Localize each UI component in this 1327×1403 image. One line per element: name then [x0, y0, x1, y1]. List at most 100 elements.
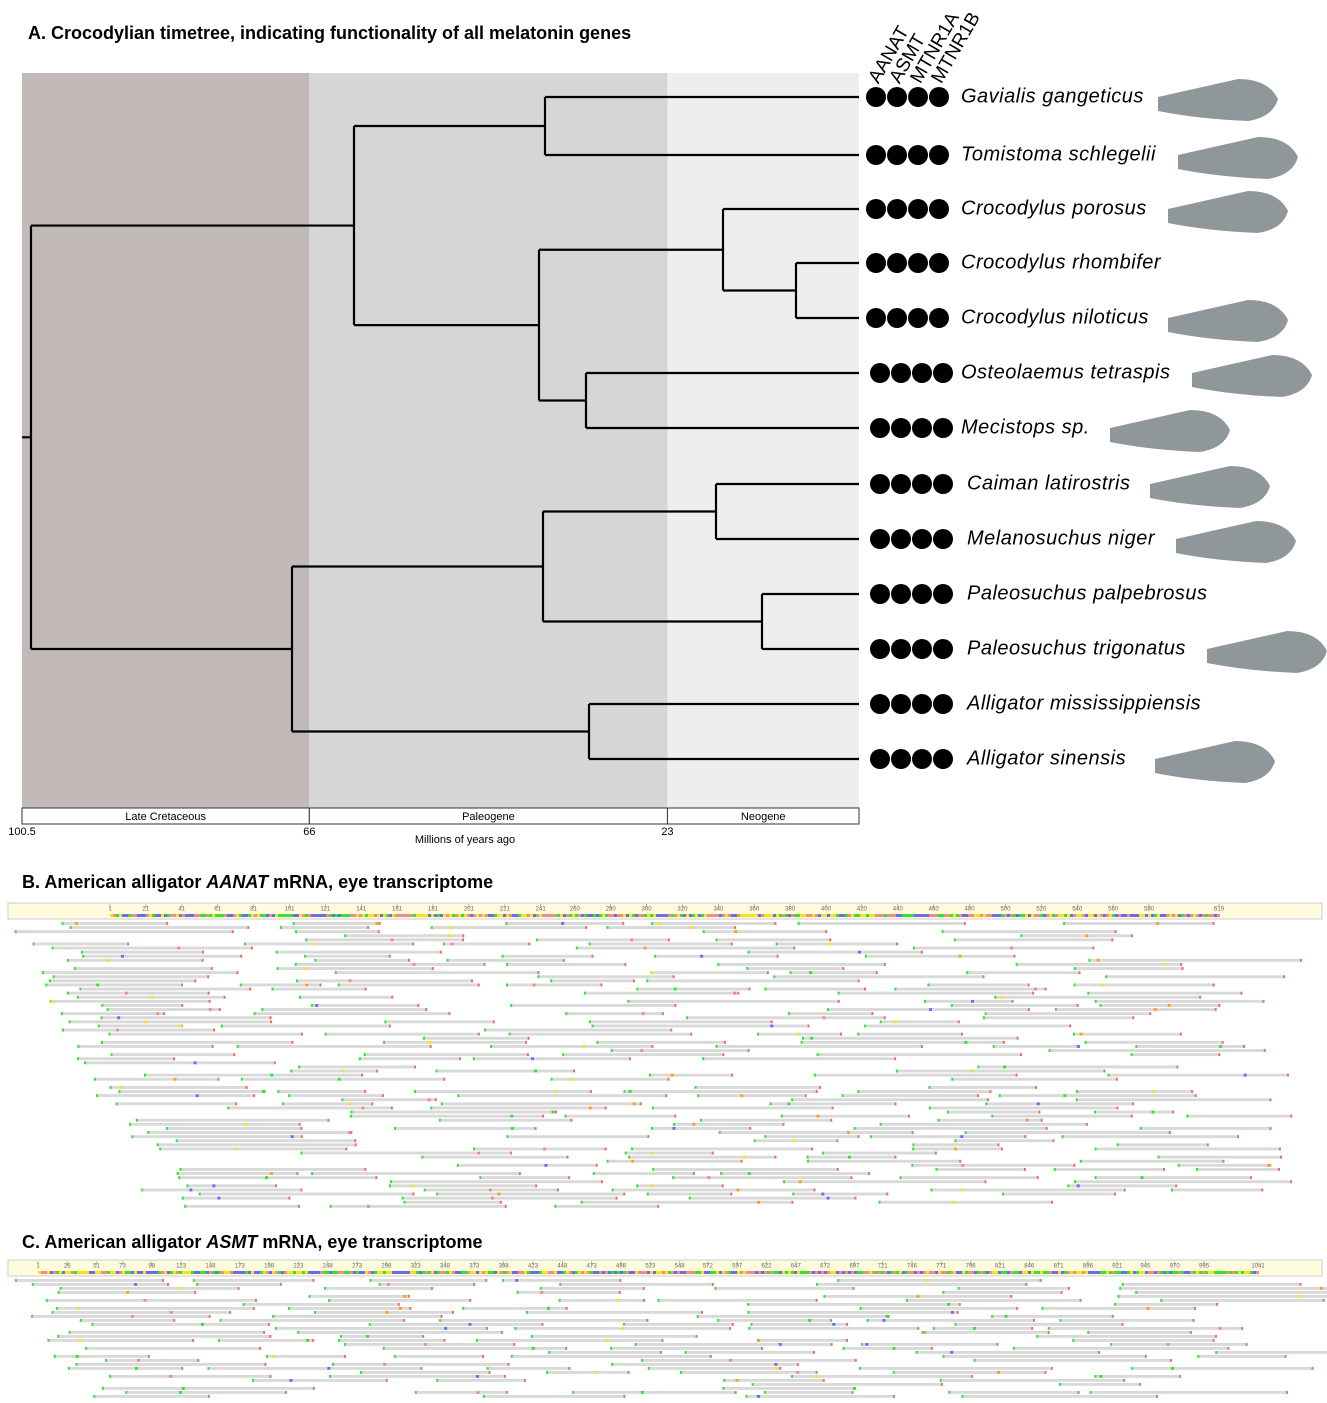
mismatch — [643, 946, 647, 950]
read — [696, 1315, 890, 1318]
sequence-base — [413, 914, 416, 917]
sequence-base — [185, 914, 188, 917]
read — [77, 1045, 214, 1048]
sequence-base — [1196, 914, 1199, 917]
read-end — [842, 967, 845, 970]
read-end — [619, 1279, 622, 1282]
sequence-base — [593, 914, 596, 917]
read — [308, 1295, 410, 1298]
read — [359, 1371, 491, 1374]
sequence-base — [923, 1271, 926, 1274]
sequence-base — [149, 914, 152, 917]
read — [636, 1184, 724, 1188]
sequence-base — [314, 1271, 317, 1274]
panel-a-title: A. Crocodylian timetree, indicating func… — [28, 23, 631, 43]
sequence-base — [1253, 1271, 1256, 1274]
read-start — [1131, 1367, 1134, 1370]
read-start — [1073, 967, 1076, 970]
read — [383, 1040, 528, 1044]
read-end — [1045, 1127, 1048, 1130]
read-end — [1038, 1110, 1041, 1114]
ruler-tick-label: 520 — [1036, 907, 1047, 913]
mismatch — [1085, 934, 1089, 938]
read-end — [1194, 1094, 1197, 1098]
ruler-tick-label: 41 — [178, 907, 185, 913]
sequence-base — [146, 914, 149, 917]
read — [991, 1114, 1133, 1118]
read-end — [240, 954, 243, 958]
read-start — [813, 1073, 816, 1077]
sequence-base — [761, 1271, 764, 1274]
mismatch — [106, 958, 110, 962]
read-end — [267, 1323, 270, 1326]
read — [950, 1004, 1079, 1007]
read-start — [1116, 1143, 1119, 1147]
read — [271, 987, 367, 991]
sequence-base — [1187, 914, 1190, 917]
read-end — [312, 1339, 315, 1342]
sequence-base — [1094, 914, 1097, 917]
read-start — [526, 1311, 529, 1314]
sequence-base — [1013, 914, 1016, 917]
read-end — [1168, 1131, 1171, 1134]
mismatch — [826, 1196, 830, 1200]
species-name: Paleosuchus trigonatus — [967, 637, 1186, 659]
read-end — [863, 987, 866, 991]
read-start — [328, 1299, 331, 1302]
sequence-base — [188, 1271, 191, 1274]
read-start — [344, 934, 347, 938]
sequence-base — [533, 1271, 536, 1274]
mismatch — [670, 1073, 674, 1077]
sequence-base — [743, 1271, 746, 1274]
read — [858, 1367, 1053, 1370]
sequence-base — [554, 1271, 557, 1274]
sequence-base — [602, 914, 605, 917]
sequence-base — [1067, 1271, 1070, 1274]
sequence-base — [335, 1271, 338, 1274]
sequence-base — [713, 914, 716, 917]
sequence-base — [368, 914, 371, 917]
read — [68, 1331, 266, 1334]
read — [764, 1135, 860, 1139]
read-start — [950, 1004, 953, 1007]
read-end — [1284, 1355, 1287, 1358]
read-start — [550, 1077, 553, 1081]
read — [93, 1395, 210, 1398]
mismatch — [1101, 983, 1105, 987]
read-start — [837, 991, 840, 995]
read — [1215, 1351, 1327, 1354]
sequence-base — [308, 914, 311, 917]
read — [296, 979, 473, 983]
sequence-base — [941, 914, 944, 917]
sequence-base — [650, 914, 653, 917]
sequence-base — [152, 1271, 155, 1274]
gene-dot — [933, 749, 953, 769]
read-start — [349, 1114, 352, 1118]
read-end — [1010, 1295, 1013, 1298]
read-end — [541, 1323, 544, 1326]
sequence-base — [827, 1271, 830, 1274]
read-end — [194, 979, 197, 983]
read-start — [588, 942, 591, 946]
read — [1094, 999, 1265, 1003]
read-end — [505, 1391, 508, 1394]
mismatch — [177, 946, 181, 950]
read-end — [822, 1379, 825, 1382]
species-name: Mecistops sp. — [961, 416, 1090, 438]
sequence-base — [518, 914, 521, 917]
mismatch — [1146, 1307, 1150, 1310]
read-start — [853, 1127, 856, 1130]
sequence-base — [401, 914, 404, 917]
sequence-base — [476, 1271, 479, 1274]
read-end — [615, 1196, 618, 1200]
sequence-base — [503, 1271, 506, 1274]
sequence-base — [755, 914, 758, 917]
sequence-base — [227, 1271, 230, 1274]
mismatch — [115, 1028, 119, 1032]
sequence-base — [365, 914, 368, 917]
mismatch — [821, 1192, 825, 1196]
sequence-base — [932, 1271, 935, 1274]
mismatch — [1099, 1375, 1103, 1378]
read-end — [639, 1102, 642, 1106]
read-end — [166, 922, 169, 925]
